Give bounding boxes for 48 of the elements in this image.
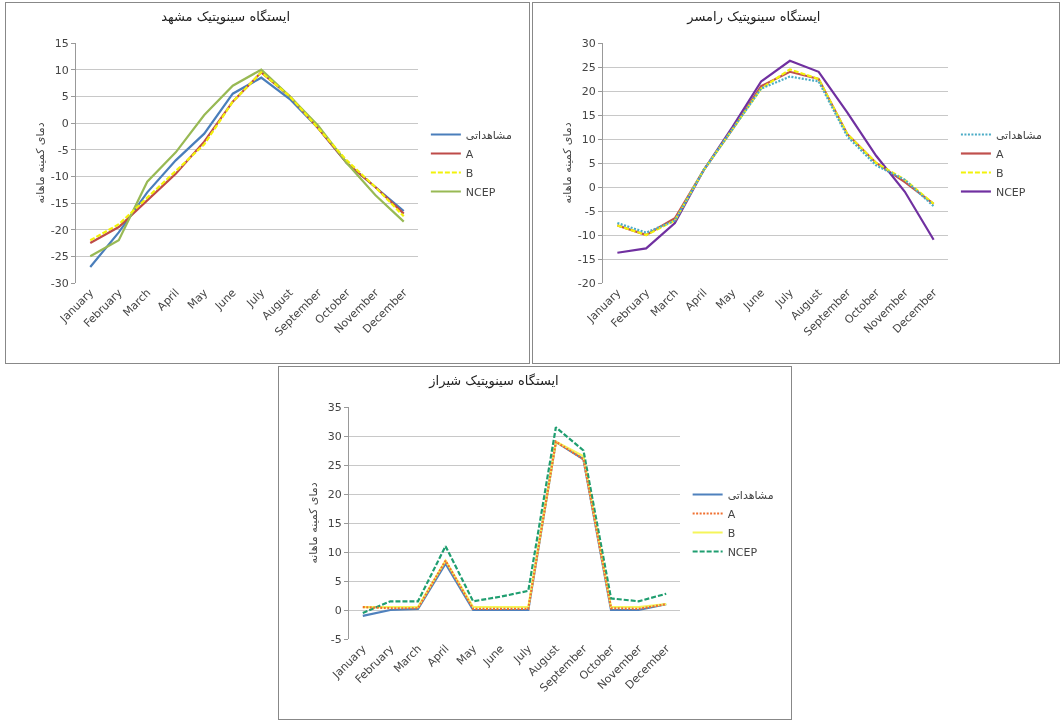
y-tick-label: -15 xyxy=(50,196,69,210)
y-tick-label: 15 xyxy=(581,108,596,122)
chart-title: ایستگاه سینوپتیک شیراز xyxy=(428,372,559,389)
legend-label: مشاهداتی xyxy=(465,128,512,142)
y-tick-label: 15 xyxy=(327,516,342,530)
y-tick-label: -30 xyxy=(50,276,69,290)
y-tick-label: 25 xyxy=(581,60,596,74)
y-tick-label: 25 xyxy=(327,458,342,472)
legend-label: NCEP xyxy=(995,185,1026,199)
y-tick-label: 15 xyxy=(54,36,69,50)
legend-label: مشاهداتی xyxy=(727,488,774,502)
y-tick-label: -20 xyxy=(50,223,69,237)
y-tick-label: 20 xyxy=(327,487,342,501)
y-tick-label: 10 xyxy=(327,545,342,559)
y-tick-label: 5 xyxy=(61,90,69,104)
y-tick-label: 10 xyxy=(54,63,69,77)
y-tick-label: -5 xyxy=(584,204,596,218)
y-tick-label: -10 xyxy=(577,228,596,242)
y-tick-label: 30 xyxy=(327,429,342,443)
y-tick-label: 0 xyxy=(334,603,342,617)
y-axis-title: دمای کمینه ماهانه xyxy=(307,482,320,564)
legend-label: A xyxy=(995,147,1004,161)
chart-title: ایستگاه سینوپتیک رامسر xyxy=(686,9,821,26)
legend-label: A xyxy=(465,147,474,161)
y-tick-label: 5 xyxy=(334,574,342,588)
y-tick-label: -15 xyxy=(577,252,596,266)
y-tick-label: -5 xyxy=(57,143,69,157)
y-tick-label: -20 xyxy=(577,276,596,290)
y-tick-label: 30 xyxy=(581,36,596,50)
y-tick-label: 0 xyxy=(61,116,69,130)
y-tick-label: 10 xyxy=(581,132,596,146)
y-tick-label: 35 xyxy=(327,400,342,414)
legend-label: مشاهداتی xyxy=(995,128,1042,142)
y-tick-label: -25 xyxy=(50,250,69,264)
y-tick-label: 20 xyxy=(581,84,596,98)
chart-title: ایستگاه سینوپتیک مشهد xyxy=(161,9,291,26)
y-axis-title: دمای کمینه ماهانه xyxy=(34,122,47,204)
y-tick-label: -10 xyxy=(50,170,69,184)
y-axis-title: دمای کمینه ماهانه xyxy=(561,122,574,204)
legend-label: A xyxy=(727,507,736,521)
legend-label: B xyxy=(465,166,474,180)
y-tick-label: 5 xyxy=(588,156,596,170)
y-tick-label: 0 xyxy=(588,180,596,194)
legend-label: B xyxy=(995,166,1004,180)
legend-label: NCEP xyxy=(727,545,758,559)
legend-label: B xyxy=(727,526,736,540)
legend-label: NCEP xyxy=(465,185,496,199)
y-tick-label: -5 xyxy=(330,632,342,646)
